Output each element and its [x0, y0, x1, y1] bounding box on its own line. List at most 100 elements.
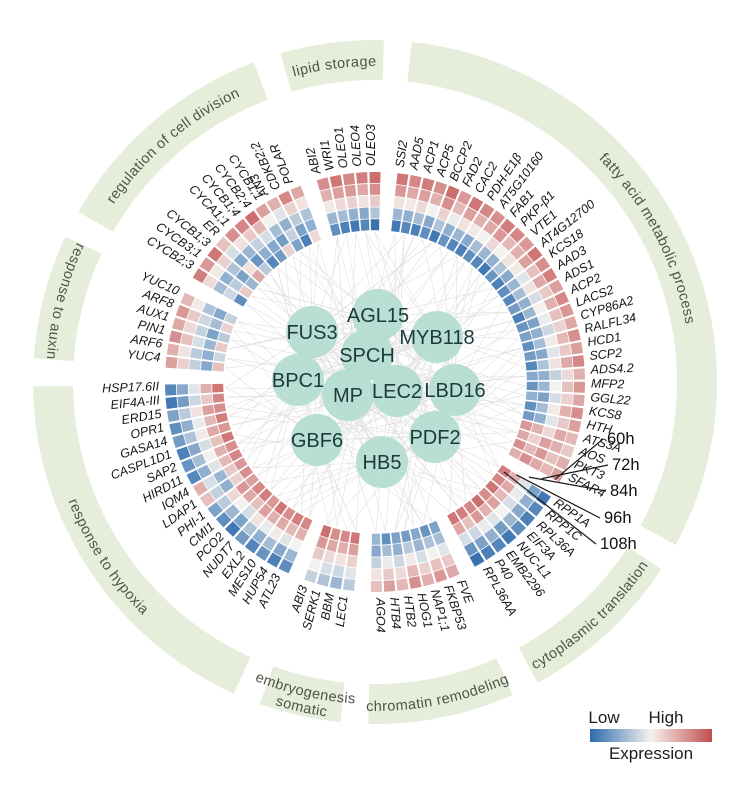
category-arc — [33, 385, 251, 694]
heatmap-cell — [537, 392, 550, 403]
heatmap-cell — [294, 527, 308, 542]
heatmap-cell — [360, 219, 370, 231]
heatmap-cell — [235, 480, 250, 495]
heatmap-cell — [201, 349, 215, 361]
heatmap-cell — [469, 239, 484, 254]
heatmap-cell — [532, 274, 547, 289]
heatmap-cell — [199, 491, 216, 507]
heatmap-cell — [169, 422, 183, 436]
heatmap-cell — [213, 307, 227, 321]
heatmap-cell — [519, 330, 533, 343]
heatmap-cell — [192, 481, 208, 497]
heatmap-cell — [219, 271, 234, 286]
heatmap-cell — [393, 555, 405, 568]
heatmap-cell — [215, 511, 232, 528]
heatmap-cell — [480, 544, 496, 561]
heatmap-cell — [533, 412, 547, 424]
heatmap-cell — [199, 257, 215, 273]
heatmap-cell — [316, 177, 331, 191]
heatmap-cell — [528, 291, 543, 305]
heatmap-cell — [357, 183, 369, 196]
heatmap-cell — [533, 337, 547, 350]
heatmap-cell — [421, 572, 435, 587]
heatmap-cell — [258, 246, 273, 261]
heatmap-cell — [463, 500, 477, 515]
heatmap-cell — [511, 311, 526, 324]
heatmap-cell — [369, 183, 381, 195]
heatmap-cell — [187, 309, 201, 323]
heatmap-cell — [477, 518, 492, 534]
heatmap-cell — [346, 555, 358, 568]
heatmap-cell — [241, 504, 257, 520]
heatmap-cell — [418, 189, 432, 203]
heatmap-cell — [510, 244, 526, 260]
heatmap-cell — [413, 538, 425, 552]
heatmap-cell — [415, 200, 428, 214]
heatmap-cell — [526, 381, 538, 391]
gene-label: GGL22 — [590, 390, 631, 408]
network-edge — [374, 231, 436, 438]
heatmap-cell — [202, 449, 217, 463]
heatmap-cell — [537, 312, 552, 326]
heatmap-cell — [560, 393, 573, 405]
heatmap-cell — [371, 545, 381, 557]
heatmap-cell — [206, 425, 220, 437]
heatmap-cell — [570, 407, 584, 420]
heatmap-cell — [486, 511, 501, 527]
heatmap-cell — [461, 515, 476, 531]
heatmap-cell — [509, 261, 524, 277]
heatmap-cell — [477, 262, 492, 276]
heatmap-cell — [290, 238, 304, 252]
heatmap-cell — [304, 218, 318, 233]
heatmap-cell — [290, 185, 305, 200]
heatmap-cell — [550, 381, 562, 392]
heatmap-cell — [323, 550, 336, 564]
heatmap-cell — [474, 535, 489, 551]
heatmap-cell — [252, 220, 267, 236]
network-node-label: HB5 — [363, 452, 402, 474]
heatmap-cell — [447, 511, 460, 526]
heatmap-cell — [209, 264, 225, 279]
heatmap-cell — [213, 280, 228, 295]
heatmap-cell — [242, 261, 257, 276]
heatmap-cell — [457, 190, 472, 206]
gene-label: BBM — [318, 591, 337, 621]
heatmap-cell — [242, 488, 257, 503]
heatmap-cell — [258, 503, 273, 518]
heatmap-cell — [493, 261, 508, 276]
heatmap-cell — [525, 264, 541, 279]
heatmap-cell — [250, 253, 265, 268]
gene-label: ADS4.2 — [589, 361, 634, 377]
heatmap-cell — [441, 553, 455, 568]
heatmap-cell — [462, 206, 478, 222]
heatmap-cell — [300, 233, 313, 248]
heatmap-cell — [244, 210, 260, 226]
heatmap-cell — [502, 293, 517, 307]
network-edge — [277, 267, 318, 441]
heatmap-cell — [493, 244, 509, 260]
network-node-LEC2 — [371, 365, 423, 417]
heatmap-cell — [452, 521, 466, 536]
gene-label: ARF6 — [129, 332, 164, 351]
heatmap-cell — [316, 573, 331, 587]
heatmap-cell — [548, 279, 564, 295]
heatmap-cell — [512, 287, 527, 301]
heatmap-cell — [180, 292, 195, 308]
heatmap-cell — [432, 218, 446, 233]
heatmap-cell — [189, 395, 202, 406]
heatmap-cell — [166, 343, 180, 356]
heatmap-cell — [251, 481, 266, 495]
heatmap-cell — [526, 316, 541, 330]
heatmap-cell — [509, 486, 525, 502]
heatmap-cell — [332, 564, 345, 578]
heatmap-cell — [350, 532, 360, 544]
legend-high-label: High — [649, 708, 684, 727]
heatmap-cell — [558, 344, 572, 357]
heatmap-cell — [337, 541, 349, 555]
heatmap-cell — [213, 469, 228, 484]
heatmap-cell — [400, 530, 412, 543]
heatmap-cell — [512, 438, 527, 451]
heatmap-cell — [172, 434, 187, 448]
heatmap-cell — [392, 208, 403, 221]
heatmap-cell — [538, 381, 550, 392]
